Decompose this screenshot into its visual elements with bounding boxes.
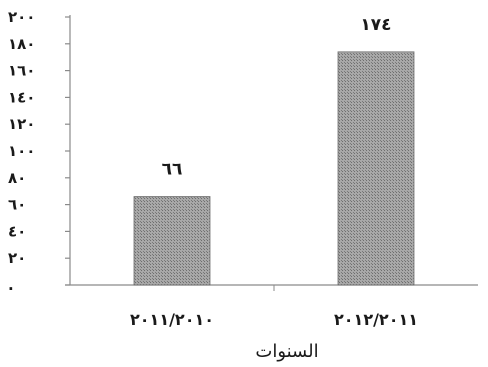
x-category-label: ٢٠١١/٢٠١٠	[130, 310, 214, 329]
x-axis-title: السنوات	[255, 341, 318, 362]
bar	[337, 51, 415, 286]
x-axis	[65, 284, 478, 291]
category-labels: ٢٠١١/٢٠١٠ ٢٠١٢/٢٠١١	[130, 310, 418, 329]
y-axis: . ٢٠ ٤٠ ٦٠ ٨٠ ١٠٠ ١٢٠ ١٤٠ ١٦٠ ١٨٠ ٢٠٠	[8, 8, 71, 294]
y-tick-label: ٢٠٠	[8, 8, 35, 26]
bars	[133, 51, 415, 286]
y-tick-label: .	[8, 276, 14, 294]
y-tick-label: ٨٠	[8, 169, 26, 187]
y-tick-label: ٦٠	[8, 196, 26, 214]
y-tick-label: ١٨٠	[8, 35, 35, 53]
value-labels: ٦٦ ١٧٤	[162, 15, 392, 180]
y-tick-label: ١٤٠	[8, 88, 35, 106]
bar-value-label: ١٧٤	[360, 15, 391, 35]
y-tick-label: ١٢٠	[8, 115, 35, 133]
y-tick-label: ٢٠	[8, 249, 26, 267]
bar	[133, 196, 211, 286]
y-tick-label: ١٠٠	[8, 142, 35, 160]
x-category-label: ٢٠١٢/٢٠١١	[334, 310, 418, 329]
bar-value-label: ٦٦	[162, 160, 183, 180]
y-tick-label: ٤٠	[8, 222, 26, 240]
y-tick-label: ١٦٠	[8, 62, 35, 80]
